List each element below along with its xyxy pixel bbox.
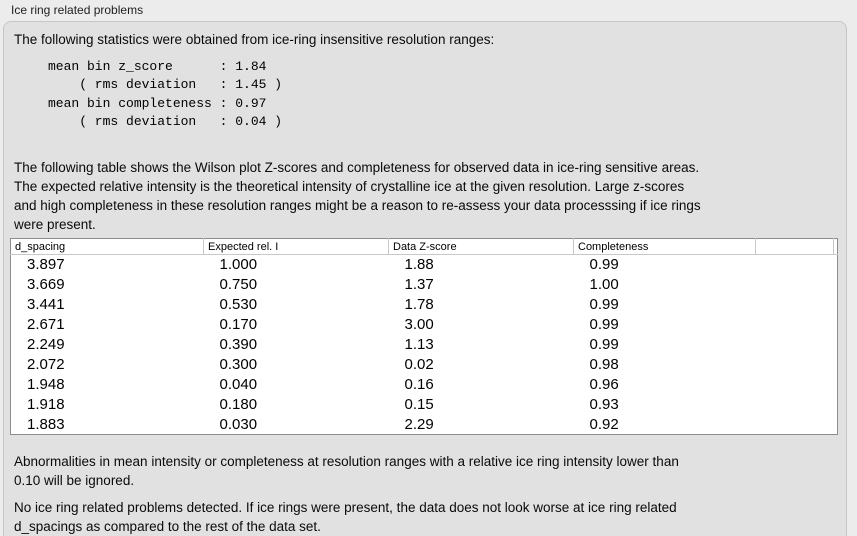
cell-expected-rel-i: 1.000 xyxy=(219,256,258,274)
cell-data-z-score: 0.16 xyxy=(404,376,434,393)
cell-d-spacing: 1.918 xyxy=(27,396,65,413)
cell-empty xyxy=(756,295,834,315)
conclusion-text: No ice ring related problems detected. I… xyxy=(14,500,677,534)
column-header-expected-rel-i[interactable]: Expected rel. I xyxy=(203,238,389,255)
table-row[interactable]: 2.072 0.300 0.02 0.98 xyxy=(11,355,838,375)
intro-text: The following statistics were obtained f… xyxy=(14,32,495,47)
cell-empty xyxy=(756,355,834,375)
column-header-d-spacing[interactable]: d_spacing xyxy=(10,238,204,255)
cell-filler xyxy=(834,355,838,375)
cell-completeness: 0.99 xyxy=(589,336,619,353)
cell-filler xyxy=(834,295,838,315)
cell-data-z-score: 2.29 xyxy=(404,415,434,433)
cell-empty xyxy=(756,255,834,275)
cell-data-z-score: 1.88 xyxy=(404,256,434,274)
cell-completeness: 0.92 xyxy=(589,415,619,433)
cell-filler xyxy=(834,415,838,435)
cell-filler xyxy=(834,275,838,295)
section-title: Ice ring related problems xyxy=(11,3,144,17)
cell-filler xyxy=(834,335,838,355)
ice-ring-table[interactable]: d_spacing Expected rel. I Data Z-score C… xyxy=(10,238,838,435)
cell-expected-rel-i: 0.180 xyxy=(219,396,258,413)
cell-expected-rel-i: 0.040 xyxy=(219,376,258,393)
cell-filler xyxy=(834,395,838,415)
cell-completeness: 0.96 xyxy=(589,376,619,393)
cell-d-spacing: 2.072 xyxy=(27,356,65,373)
cell-data-z-score: 0.02 xyxy=(404,356,434,373)
table-row[interactable]: 1.883 0.030 2.29 0.92 xyxy=(11,415,838,435)
cell-d-spacing: 2.249 xyxy=(27,336,65,353)
cell-data-z-score: 1.78 xyxy=(404,296,434,313)
cell-completeness: 1.00 xyxy=(589,276,619,293)
cell-data-z-score: 0.15 xyxy=(404,396,434,413)
cell-expected-rel-i: 0.170 xyxy=(219,316,258,333)
stats-summary-text: mean bin z_score : 1.84 ( rms deviation … xyxy=(48,59,283,129)
cell-expected-rel-i: 0.750 xyxy=(219,276,258,293)
cell-filler xyxy=(834,255,838,275)
table-row[interactable]: 2.249 0.390 1.13 0.99 xyxy=(11,335,838,355)
cell-empty xyxy=(756,415,834,435)
cell-completeness: 0.99 xyxy=(589,256,619,274)
column-header-filler xyxy=(833,238,838,255)
table-row[interactable]: 3.441 0.530 1.78 0.99 xyxy=(11,295,838,315)
cell-d-spacing: 3.441 xyxy=(27,296,65,313)
cell-d-spacing: 3.669 xyxy=(27,276,65,293)
ice-ring-groupbox: The following statistics were obtained f… xyxy=(3,21,847,536)
cell-data-z-score: 1.37 xyxy=(404,276,434,293)
cell-expected-rel-i: 0.030 xyxy=(219,415,258,433)
cell-d-spacing: 2.671 xyxy=(27,316,65,333)
cell-empty xyxy=(756,315,834,335)
table-row[interactable]: 2.671 0.170 3.00 0.99 xyxy=(11,315,838,335)
ignore-note-text: Abnormalities in mean intensity or compl… xyxy=(14,454,679,488)
cell-d-spacing: 1.883 xyxy=(27,415,65,433)
cell-data-z-score: 3.00 xyxy=(404,316,434,333)
cell-filler xyxy=(834,315,838,335)
cell-empty xyxy=(756,375,834,395)
cell-d-spacing: 3.897 xyxy=(27,256,65,274)
table-header-row: d_spacing Expected rel. I Data Z-score C… xyxy=(10,238,838,255)
table-row[interactable]: 1.918 0.180 0.15 0.93 xyxy=(11,395,838,415)
cell-empty xyxy=(756,275,834,295)
cell-completeness: 0.98 xyxy=(589,356,619,373)
cell-completeness: 0.99 xyxy=(589,316,619,333)
cell-empty xyxy=(756,335,834,355)
column-header-data-z-score[interactable]: Data Z-score xyxy=(388,238,574,255)
column-header-completeness[interactable]: Completeness xyxy=(573,238,756,255)
cell-data-z-score: 1.13 xyxy=(404,336,434,353)
cell-empty xyxy=(756,395,834,415)
cell-filler xyxy=(834,375,838,395)
cell-expected-rel-i: 0.300 xyxy=(219,356,258,373)
table-description-text: The following table shows the Wilson plo… xyxy=(14,160,701,232)
cell-expected-rel-i: 0.390 xyxy=(219,336,258,353)
cell-completeness: 0.93 xyxy=(589,396,619,413)
column-header-empty[interactable] xyxy=(755,238,834,255)
cell-expected-rel-i: 0.530 xyxy=(219,296,258,313)
table-row[interactable]: 3.897 1.000 1.88 0.99 xyxy=(11,255,838,275)
table-row[interactable]: 3.669 0.750 1.37 1.00 xyxy=(11,275,838,295)
cell-d-spacing: 1.948 xyxy=(27,376,65,393)
table-row[interactable]: 1.948 0.040 0.16 0.96 xyxy=(11,375,838,395)
cell-completeness: 0.99 xyxy=(589,296,619,313)
